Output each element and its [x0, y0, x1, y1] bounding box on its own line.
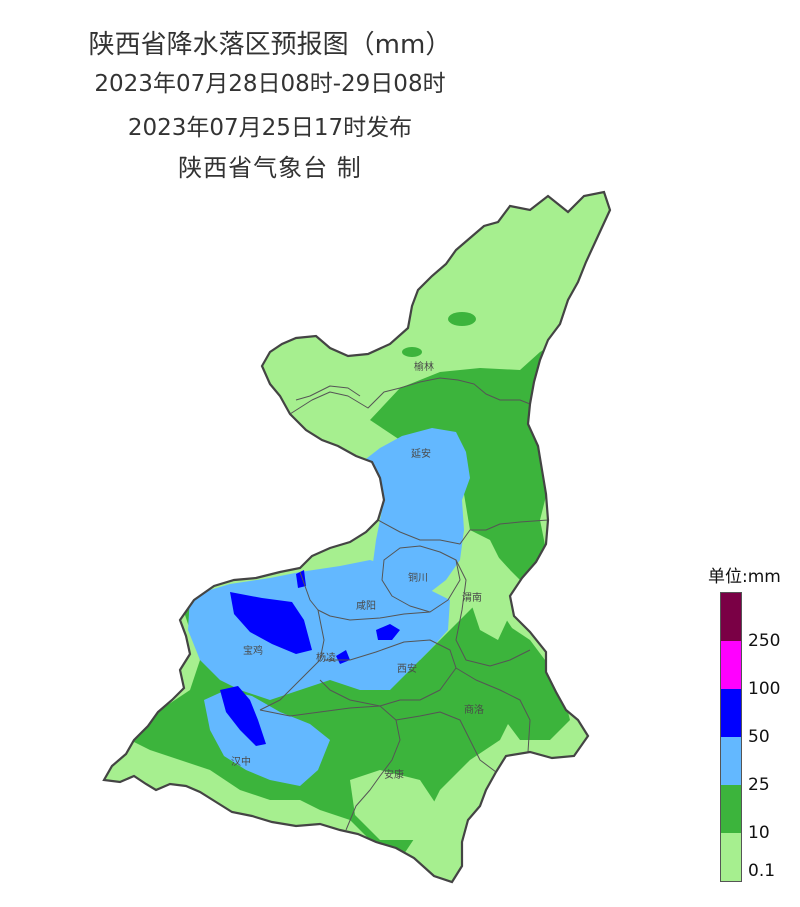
zone-light-patch-s [350, 770, 440, 840]
boundary-shangluo [455, 667, 531, 753]
city-label-hanzhong: 汉中 [231, 755, 251, 768]
forecast-period: 2023年07月28日08时-29日08时 [94, 71, 446, 97]
zone-rainstorm-xianyang [376, 624, 400, 640]
boundary-hanzhong-ankang [259, 705, 401, 831]
zone-rainstorm-baoji [230, 592, 312, 654]
zone-light-patch-se [470, 548, 512, 640]
boundary-baoji-east [259, 609, 325, 711]
issue-time: 2023年07月25日17时发布 [127, 115, 413, 141]
city-label-yangling: 杨凌 [316, 651, 336, 664]
city-label-yanan: 延安 [411, 447, 431, 460]
legend-tick-0.1: 0.1 [748, 861, 776, 881]
legend-swatch-50-100 [721, 689, 741, 737]
legend-colorbar [720, 592, 742, 882]
zone-rainstorm-hanzhong [220, 686, 266, 746]
issuer: 陕西省气象台 制 [178, 154, 362, 182]
city-label-baoji: 宝鸡 [243, 644, 263, 657]
legend-tick-100: 100 [748, 679, 781, 699]
boundary-yulin-yanan [289, 377, 531, 415]
legend-tick-250: 250 [748, 631, 781, 651]
legend-swatch-above-250 [721, 593, 741, 641]
boundary-yulin-inner [295, 385, 361, 401]
legend-tick-10: 10 [748, 823, 770, 843]
zone-heavy-yanan [362, 428, 470, 610]
boundary-ankang-shangluo [395, 711, 497, 773]
city-label-xianyang: 咸阳 [356, 600, 376, 612]
zone-moderate-patch-n [448, 312, 476, 326]
legend-tick-50: 50 [748, 727, 770, 747]
zone-moderate-east [495, 620, 570, 740]
boundary-xianyang [299, 571, 431, 621]
zone-rainstorm-nw [296, 570, 306, 588]
boundary-tongchuan [381, 545, 461, 613]
zone-heavy-guanzhong [188, 560, 450, 700]
legend-title: 单位:mm [708, 567, 781, 587]
city-label-shangluo: 商洛 [464, 703, 484, 716]
city-boundaries [259, 377, 549, 831]
city-label-ankang: 安康 [384, 768, 404, 781]
city-labels: 榆林 延安 铜川 渭南 咸阳 宝鸡 杨凌 西安 商洛 汉中 安康 [231, 360, 484, 781]
zone-moderate-patch-yulin [402, 347, 422, 357]
legend-swatch-10-25 [721, 785, 741, 833]
boundary-xian [319, 639, 457, 707]
city-label-yulin: 榆林 [414, 360, 434, 373]
legend-swatch-25-50 [721, 737, 741, 785]
city-label-tongchuan: 铜川 [408, 572, 428, 584]
legend-swatch-0.1-10 [721, 833, 741, 881]
boundary-weinan-west [455, 559, 531, 667]
city-label-xian: 西安 [397, 662, 417, 675]
legend-tick-25: 25 [748, 775, 770, 795]
boundary-yanan-south [377, 519, 549, 545]
city-label-weinan: 渭南 [462, 591, 482, 604]
legend-swatch-100-250 [721, 641, 741, 689]
map-title: 陕西省降水落区预报图（mm） [88, 30, 452, 60]
